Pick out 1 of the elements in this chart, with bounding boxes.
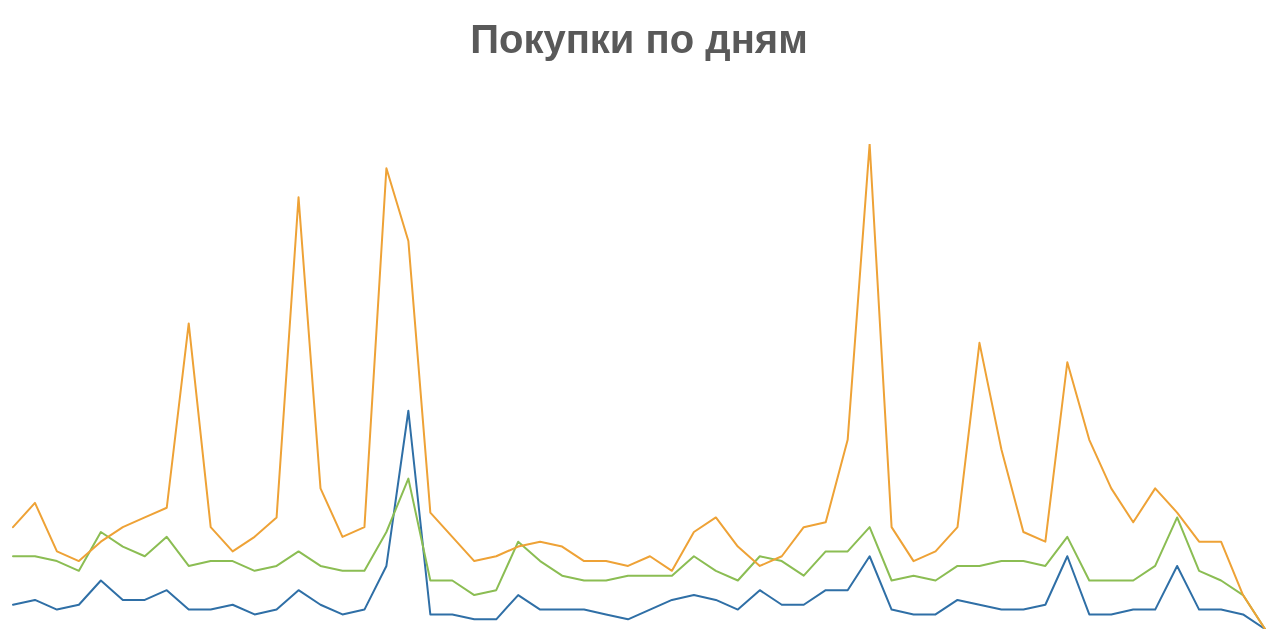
chart-title: Покупки по дням	[470, 17, 808, 62]
